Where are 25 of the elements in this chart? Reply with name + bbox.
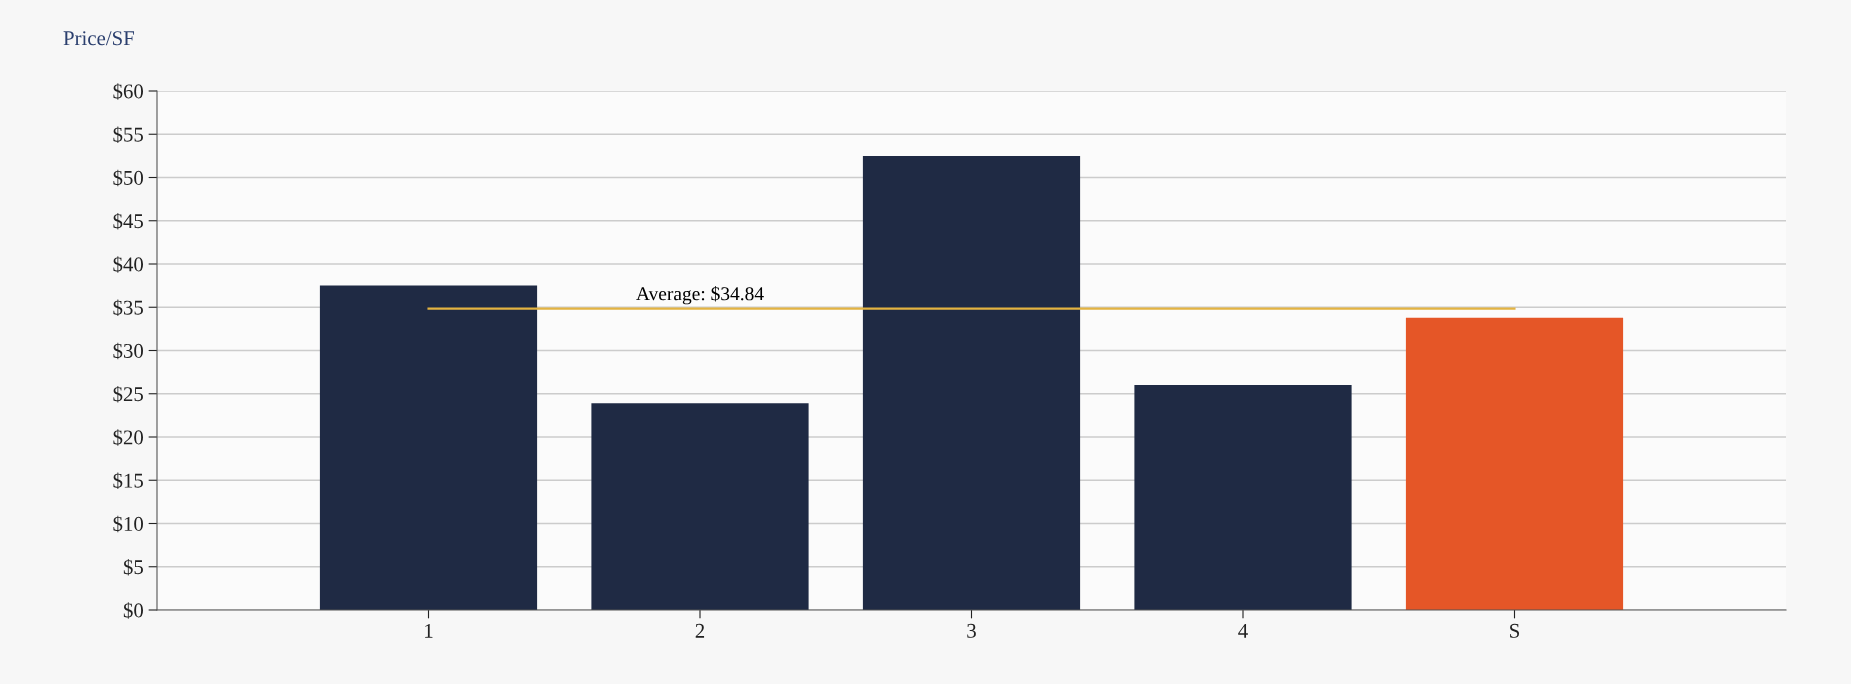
y-tick-label: $0 xyxy=(123,602,144,619)
bar xyxy=(862,155,1081,610)
y-axis-title: Price/SF xyxy=(63,31,135,46)
y-tick-label: $35 xyxy=(113,299,143,317)
y-tick-label: $40 xyxy=(113,256,144,273)
y-tick-label: $20 xyxy=(113,429,144,446)
y-tick-label: $45 xyxy=(113,212,143,230)
x-tick-label: 4 xyxy=(1238,623,1248,638)
bar xyxy=(1405,317,1624,610)
y-tick-label: $50 xyxy=(113,169,144,187)
x-tick-label: 1 xyxy=(425,623,433,638)
y-tick-label: $55 xyxy=(113,126,143,144)
bar xyxy=(591,403,809,610)
x-tick-label: 3 xyxy=(967,623,976,638)
bar xyxy=(1134,385,1352,610)
bar xyxy=(319,285,538,610)
y-tick-label: $5 xyxy=(123,558,143,576)
ref-line-label: Average: $34.84 xyxy=(636,286,764,305)
y-tick-label: $25 xyxy=(113,385,143,403)
y-tick-label: $60 xyxy=(113,83,144,100)
y-tick-label: $15 xyxy=(113,472,143,490)
x-tick-label: S xyxy=(1510,623,1519,638)
y-tick-label: $30 xyxy=(113,342,144,360)
y-tick-label: $10 xyxy=(113,515,144,533)
x-tick-label: 2 xyxy=(695,623,705,638)
